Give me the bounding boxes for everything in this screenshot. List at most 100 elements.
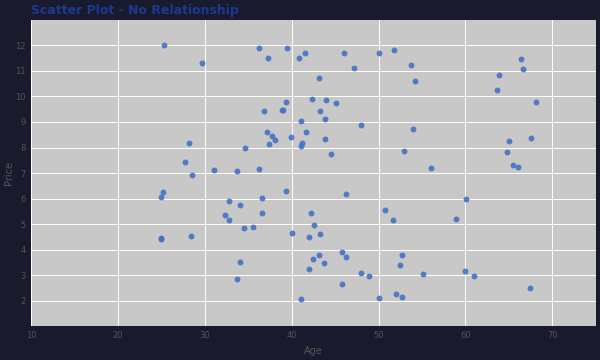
Point: [356, 270, 366, 276]
Point: [337, 249, 347, 255]
Point: [281, 99, 290, 105]
Point: [426, 165, 436, 171]
Point: [301, 50, 310, 56]
Point: [271, 137, 280, 143]
Point: [259, 108, 269, 114]
Point: [339, 50, 349, 56]
Point: [197, 60, 207, 66]
Point: [184, 140, 193, 146]
Point: [158, 189, 167, 195]
Point: [278, 107, 288, 113]
Point: [337, 281, 347, 287]
Point: [233, 276, 242, 282]
Point: [257, 195, 266, 201]
Point: [460, 268, 470, 274]
Point: [320, 116, 330, 122]
Point: [308, 256, 317, 262]
Point: [254, 45, 264, 51]
Point: [516, 56, 526, 62]
Point: [235, 202, 244, 208]
Point: [319, 260, 329, 266]
Point: [159, 42, 169, 48]
Point: [296, 143, 305, 149]
Point: [331, 100, 340, 106]
Point: [527, 135, 536, 140]
Point: [220, 212, 229, 218]
Point: [157, 194, 166, 200]
Y-axis label: Price: Price: [4, 161, 14, 185]
Point: [224, 217, 233, 223]
Point: [408, 126, 418, 132]
Point: [287, 134, 296, 140]
Point: [397, 294, 407, 300]
Point: [316, 108, 325, 114]
Point: [302, 130, 311, 135]
Point: [310, 222, 319, 228]
Point: [304, 234, 314, 240]
Point: [531, 100, 541, 105]
Point: [268, 134, 277, 139]
Point: [341, 255, 350, 260]
Point: [307, 96, 317, 102]
Point: [320, 136, 330, 142]
Point: [180, 159, 190, 165]
Point: [365, 274, 374, 279]
Point: [395, 262, 405, 267]
Point: [525, 285, 535, 291]
Point: [406, 62, 415, 68]
Point: [410, 78, 419, 84]
Point: [187, 172, 197, 178]
Point: [296, 296, 305, 302]
Point: [186, 233, 196, 239]
Point: [504, 138, 514, 144]
Point: [236, 258, 245, 264]
Point: [356, 122, 366, 128]
Point: [398, 253, 407, 258]
Point: [278, 107, 287, 113]
Point: [263, 130, 272, 135]
Point: [388, 217, 398, 223]
Point: [157, 235, 166, 241]
Point: [518, 67, 527, 72]
Point: [307, 210, 316, 216]
Point: [287, 230, 296, 236]
Point: [418, 271, 428, 277]
Point: [389, 47, 399, 53]
Point: [248, 224, 258, 230]
Text: Scatter Plot - No Relationship: Scatter Plot - No Relationship: [31, 4, 239, 17]
Point: [374, 50, 383, 55]
Point: [257, 210, 266, 216]
Point: [494, 72, 503, 78]
Point: [349, 65, 358, 71]
Point: [399, 148, 409, 153]
Point: [461, 197, 470, 202]
Point: [391, 291, 401, 297]
X-axis label: Age: Age: [304, 346, 323, 356]
Point: [233, 168, 242, 174]
Point: [513, 165, 523, 170]
Point: [503, 149, 512, 154]
Point: [470, 273, 479, 278]
Point: [315, 231, 325, 237]
Point: [314, 75, 323, 81]
Point: [239, 225, 248, 231]
Point: [341, 191, 351, 197]
Point: [254, 166, 264, 171]
Point: [281, 188, 291, 194]
Point: [380, 207, 390, 213]
Point: [297, 140, 307, 146]
Point: [492, 87, 502, 93]
Point: [451, 216, 461, 221]
Point: [283, 45, 292, 51]
Point: [263, 55, 273, 61]
Point: [509, 162, 518, 168]
Point: [265, 141, 274, 147]
Point: [305, 266, 314, 271]
Point: [374, 295, 384, 301]
Point: [321, 97, 331, 103]
Point: [314, 252, 323, 258]
Point: [294, 55, 304, 61]
Point: [209, 167, 219, 173]
Point: [157, 236, 166, 242]
Point: [326, 151, 336, 157]
